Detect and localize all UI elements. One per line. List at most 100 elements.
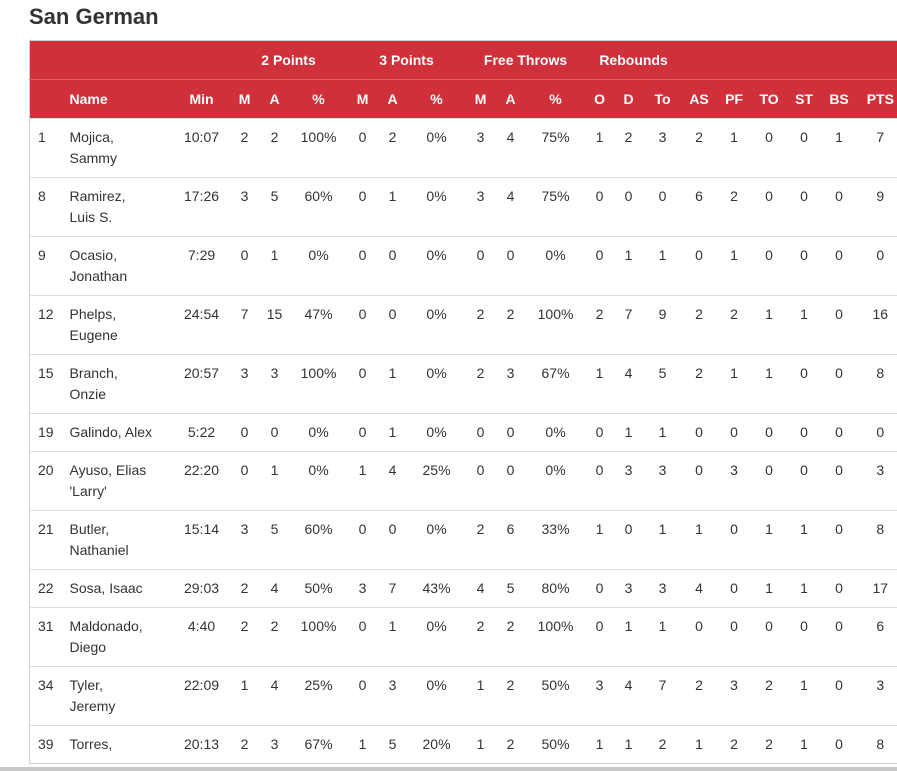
stat-two-made: 3	[229, 354, 260, 414]
stat-three-attempted: 2	[377, 118, 408, 178]
stat-blocks: 0	[821, 569, 857, 608]
stat-two-pct: 100%	[289, 118, 348, 178]
stat-ft-pct: 0%	[525, 451, 586, 511]
stat-two-attempted: 3	[259, 725, 290, 764]
table-row: 31 Maldonado, Diego 4:40 2 2 100% 0 1 0% 2 2 100% 0 1 1…	[29, 607, 897, 667]
stat-ft-made: 2	[465, 607, 496, 667]
player-number: 1	[29, 118, 66, 178]
stat-points: 6	[856, 607, 897, 667]
stat-ft-pct: 80%	[525, 569, 586, 608]
stat-reb-offensive: 0	[585, 413, 614, 452]
stat-ft-attempted: 4	[495, 118, 526, 178]
table-row: 21 Butler, Nathaniel 15:14 3 5 60% 0 0 0% 2 6 33% 1 0 1…	[29, 510, 897, 570]
column-header-name: Name	[65, 79, 174, 119]
stat-three-made: 0	[347, 666, 378, 726]
stat-steals: 1	[786, 725, 822, 764]
stat-turnovers: 0	[751, 413, 787, 452]
stat-assists: 1	[681, 510, 717, 570]
player-name: Ocasio, Jonathan	[65, 236, 174, 296]
stat-reb-defensive: 7	[613, 295, 644, 355]
stat-steals: 0	[786, 118, 822, 178]
stat-reb-offensive: 2	[585, 295, 614, 355]
stat-two-pct: 0%	[289, 451, 348, 511]
stat-blocks: 0	[821, 354, 857, 414]
player-name-line1: Tyler,	[69, 677, 103, 693]
stat-assists: 2	[681, 354, 717, 414]
table-row: 12 Phelps, Eugene 24:54 7 15 47% 0 0 0% 2 2 100% 2 7 9 2…	[29, 295, 897, 355]
player-name-line2: Nathaniel	[69, 542, 129, 558]
stat-two-made: 2	[229, 725, 260, 764]
stat-turnovers: 0	[751, 236, 787, 296]
player-name-line2: Eugene	[69, 327, 118, 343]
stat-ft-attempted: 2	[495, 725, 526, 764]
stat-three-attempted: 0	[377, 510, 408, 570]
stat-reb-defensive: 1	[613, 725, 644, 764]
stat-two-pct: 100%	[289, 607, 348, 667]
stat-steals: 0	[786, 607, 822, 667]
stat-three-attempted: 1	[377, 354, 408, 414]
stat-ft-pct: 0%	[525, 236, 586, 296]
stat-reb-offensive: 0	[585, 569, 614, 608]
stat-ft-pct: 75%	[525, 177, 586, 237]
player-name-line2: Jeremy	[69, 698, 116, 714]
stat-blocks: 0	[821, 177, 857, 237]
player-number: 20	[29, 451, 66, 511]
stat-reb-defensive: 1	[613, 236, 644, 296]
player-name-line2: Onzie	[69, 386, 107, 402]
stat-ft-made: 3	[465, 118, 496, 178]
player-name: Branch, Onzie	[65, 354, 174, 414]
group-free-throws: Free Throws	[465, 40, 586, 80]
stat-two-attempted: 4	[259, 666, 290, 726]
stat-blocks: 0	[821, 451, 857, 511]
stat-three-attempted: 0	[377, 295, 408, 355]
stat-three-made: 3	[347, 569, 378, 608]
stat-three-made: 0	[347, 177, 378, 237]
stat-fouls: 2	[716, 295, 752, 355]
stat-reb-total: 9	[643, 295, 682, 355]
stat-assists: 2	[681, 295, 717, 355]
stat-turnovers: 0	[751, 451, 787, 511]
group-spacer	[29, 40, 230, 80]
stat-three-pct: 25%	[407, 451, 466, 511]
table-row: 1 Mojica, Sammy 10:07 2 2 100% 0 2 0% 3 4 75% 1 2 3 2 1 0 0…	[29, 118, 897, 178]
stat-ft-made: 2	[465, 295, 496, 355]
table-row: 19 Galindo, Alex 5:22 0 0 0% 0 1 0% 0 0 0% 0 1 1 0 0 0 0 0 0	[29, 413, 897, 452]
stat-three-pct: 0%	[407, 295, 466, 355]
table-row: 8 Ramirez, Luis S. 17:26 3 5 60% 0 1 0% 3 4 75% 0 0 0 6 2…	[29, 177, 897, 237]
stat-reb-offensive: 1	[585, 725, 614, 764]
player-name: Butler, Nathaniel	[65, 510, 174, 570]
stat-assists: 2	[681, 666, 717, 726]
stat-ft-attempted: 2	[495, 295, 526, 355]
player-name: Ramirez, Luis S.	[65, 177, 174, 237]
stat-three-pct: 0%	[407, 177, 466, 237]
stat-blocks: 0	[821, 607, 857, 667]
table-row: 9 Ocasio, Jonathan 7:29 0 1 0% 0 0 0% 0 0 0% 0 1 1 0 1 0 0 0…	[29, 236, 897, 296]
stat-points: 3	[856, 666, 897, 726]
stat-blocks: 1	[821, 118, 857, 178]
stat-blocks: 0	[821, 510, 857, 570]
stat-steals: 1	[786, 569, 822, 608]
column-header-fouls: PF	[716, 79, 752, 119]
stat-ft-made: 0	[465, 236, 496, 296]
stat-minutes: 22:20	[173, 451, 230, 511]
stat-assists: 0	[681, 413, 717, 452]
player-name-line2: 'Larry'	[69, 483, 107, 499]
stat-three-pct: 0%	[407, 666, 466, 726]
stat-blocks: 0	[821, 236, 857, 296]
column-header-ft-pct: %	[525, 79, 586, 119]
stat-points: 0	[856, 236, 897, 296]
stat-fouls: 3	[716, 666, 752, 726]
stat-reb-total: 3	[643, 118, 682, 178]
stat-minutes: 7:29	[173, 236, 230, 296]
stat-two-made: 0	[229, 413, 260, 452]
player-number: 8	[29, 177, 66, 237]
stat-three-attempted: 1	[377, 413, 408, 452]
group-two-points: 2 Points	[229, 40, 348, 80]
stat-ft-pct: 50%	[525, 725, 586, 764]
stat-assists: 0	[681, 451, 717, 511]
player-number: 31	[29, 607, 66, 667]
stat-fouls: 0	[716, 607, 752, 667]
stat-ft-attempted: 0	[495, 236, 526, 296]
stat-ft-pct: 50%	[525, 666, 586, 726]
